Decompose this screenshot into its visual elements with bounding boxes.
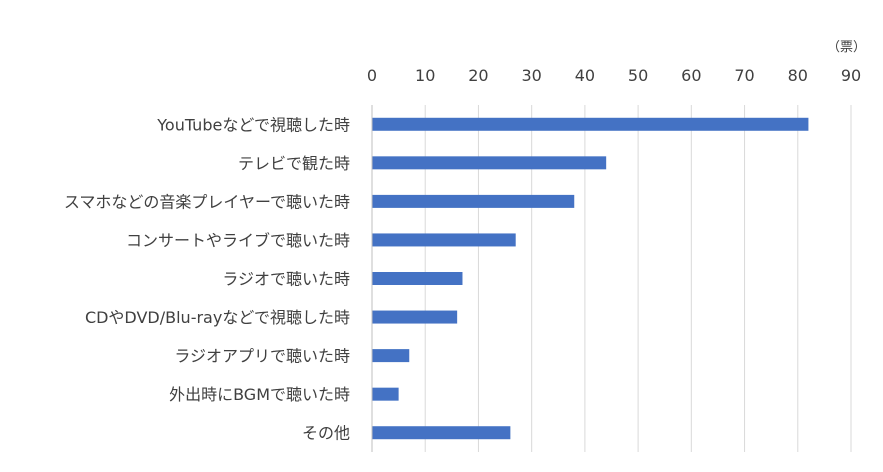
- x-tick-label: 10: [415, 66, 435, 85]
- category-label: コンサートやライブで聴いた時: [126, 231, 350, 250]
- x-tick-label: 30: [521, 66, 541, 85]
- bars: [372, 117, 809, 440]
- bar: [372, 117, 809, 131]
- bar: [372, 349, 410, 363]
- x-tick-label: 0: [367, 66, 377, 85]
- x-tick-label: 80: [788, 66, 808, 85]
- x-tick-label: 50: [628, 66, 648, 85]
- category-label: スマホなどの音楽プレイヤーで聴いた時: [64, 192, 350, 211]
- category-label: その他: [302, 424, 350, 443]
- category-label: テレビで観た時: [238, 154, 350, 173]
- category-label: ラジオで聴いた時: [222, 270, 350, 289]
- x-tick-label: 40: [575, 66, 595, 85]
- x-tick-label: 90: [841, 66, 861, 85]
- bar: [372, 156, 607, 170]
- bar: [372, 310, 458, 324]
- x-tick-label: 60: [681, 66, 701, 85]
- unit-label: （票）: [827, 40, 866, 55]
- bar: [372, 426, 511, 440]
- x-axis-ticks: 0 10 20 30 40 50 60 70 80 90: [367, 66, 861, 85]
- category-label: YouTubeなどで視聴した時: [156, 115, 350, 134]
- category-label: CDやDVD/Blu-rayなどで視聴した時: [85, 308, 350, 327]
- bar: [372, 272, 463, 285]
- category-label: ラジオアプリで聴いた時: [174, 347, 350, 366]
- category-label: 外出時にBGMで聴いた時: [169, 385, 350, 404]
- x-tick-label: 70: [734, 66, 754, 85]
- bar: [372, 387, 399, 401]
- bar: [372, 194, 575, 208]
- x-tick-label: 20: [468, 66, 488, 85]
- category-labels: YouTubeなどで視聴した時テレビで観た時スマホなどの音楽プレイヤーで聴いた時…: [64, 115, 350, 442]
- bar: [372, 233, 516, 247]
